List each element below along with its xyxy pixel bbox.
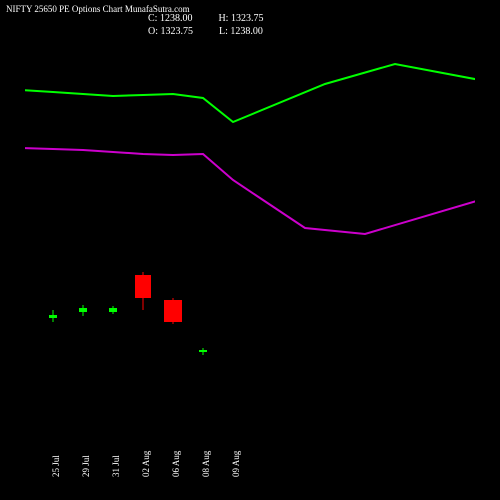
- chart-svg: [25, 50, 475, 420]
- x-axis-label: 02 Aug: [141, 451, 151, 477]
- x-axis-label: 09 Aug: [231, 451, 241, 477]
- candle: [164, 298, 182, 324]
- chart-plot-area: [25, 50, 475, 420]
- close-value: C: 1238.00: [148, 12, 192, 25]
- candle: [199, 348, 207, 355]
- candle: [109, 306, 117, 314]
- x-axis-label: 29 Jul: [81, 455, 91, 477]
- x-axis-label: 06 Aug: [171, 451, 181, 477]
- upper-band-line: [25, 64, 475, 122]
- candle: [79, 305, 87, 316]
- ohlc-display: C: 1238.00 H: 1323.75 O: 1323.75 L: 1238…: [148, 12, 263, 38]
- x-axis-label: 08 Aug: [201, 451, 211, 477]
- open-value: O: 1323.75: [148, 25, 193, 38]
- x-axis-labels: 25 Jul 29 Jul 31 Jul 02 Aug 06 Aug 08 Aug 09 A…: [25, 420, 475, 482]
- candle: [49, 310, 57, 322]
- high-value: H: 1323.75: [218, 12, 263, 25]
- candle: [135, 272, 151, 310]
- lower-band-line: [25, 148, 475, 234]
- low-value: L: 1238.00: [219, 25, 263, 38]
- x-axis-label: 31 Jul: [111, 455, 121, 477]
- x-axis-label: 25 Jul: [51, 455, 61, 477]
